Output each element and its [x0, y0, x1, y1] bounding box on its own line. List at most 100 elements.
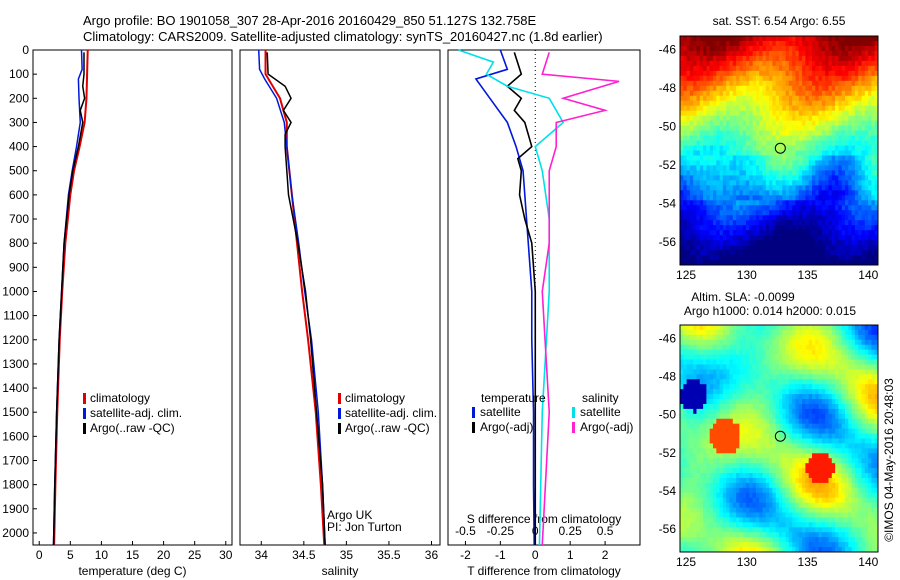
legend-swatch [472, 407, 475, 418]
x2-tick-label: 0.25 [559, 524, 583, 538]
x-tick-label: 2 [602, 548, 609, 562]
diff-line-3 [541, 52, 620, 546]
watermark: ©IMOS 04-May-2016 20:48:03 [882, 378, 896, 542]
diff-line-0 [474, 49, 536, 546]
x-tick-label: 10 [95, 548, 109, 562]
x-tick-label: 35 [340, 548, 354, 562]
header-line1: Argo profile: BO 1901058_307 28-Apr-2016… [83, 13, 537, 28]
legend-swatch [338, 408, 341, 419]
legend-label-diff-3: Argo(-adj) [580, 420, 633, 434]
x-tick-label: 35.5 [377, 548, 401, 562]
legend-label-t-2: Argo(..raw -QC) [90, 421, 175, 435]
legend-label-diff-2: satellite [580, 405, 621, 419]
x-tick-label: 15 [126, 548, 140, 562]
y-tick-label: 1100 [3, 309, 29, 323]
map-x-tick-label: 135 [798, 268, 818, 282]
x-axis-label: salinity [322, 564, 359, 578]
legend-swatch [83, 423, 86, 434]
sst-map: 125 130 135 140 -46 -48 -50 -52 -54 -56 sat. SST: … [659, 14, 879, 282]
map-x-tick-label: 125 [676, 268, 696, 282]
legend-swatch [338, 393, 341, 404]
x-tick-label: 0 [532, 548, 539, 562]
sla-title1: Altim. SLA: -0.0099 [691, 290, 795, 304]
y-tick-label: 700 [9, 212, 29, 226]
argo-location-marker [774, 142, 786, 154]
x2-tick-label: -0.25 [487, 524, 515, 538]
y-tick-label: 600 [9, 188, 29, 202]
y-tick-label: 400 [9, 140, 29, 154]
y-tick-label: 800 [9, 236, 29, 250]
x-tick-label: 34 [255, 548, 269, 562]
panel-frame [239, 49, 441, 546]
x-axis-label: temperature (deg C) [78, 564, 186, 578]
x-tick-label: -2 [460, 548, 471, 562]
x-tick-label: 1 [567, 548, 574, 562]
y-tick-label: 200 [9, 91, 29, 105]
map-y-tick-label: -46 [659, 331, 677, 345]
credit-line2: PI: Jon Turton [327, 520, 402, 534]
x-tick-label: 5 [67, 548, 74, 562]
y-tick-label: 2000 [2, 526, 29, 540]
x2-tick-label: -0.5 [455, 524, 476, 538]
legend-label-s-2: Argo(..raw -QC) [345, 421, 430, 435]
map-y-tick-label: -56 [659, 522, 677, 536]
map-x-tick-label: 135 [798, 555, 818, 569]
x-tick-label: 34.5 [292, 548, 316, 562]
legend-swatch [83, 393, 86, 404]
map-y-tick-label: -50 [659, 119, 677, 133]
map-x-tick-label: 130 [737, 268, 757, 282]
legend-label-s-0: climatology [345, 391, 405, 405]
map-y-tick-label: -56 [659, 235, 677, 249]
series-line-satelliteadj [52, 49, 83, 546]
series-line-argoraw [266, 52, 326, 546]
sla-field [680, 325, 879, 553]
legend-swatch [572, 407, 575, 418]
y-tick-label: 1800 [2, 478, 29, 492]
sla-map: 125 130 135 140 -46 -48 -50 -52 -54 -56 Altim. SLA… [659, 290, 879, 569]
y-tick-label: 300 [9, 115, 29, 129]
series-line-argoraw [52, 52, 86, 546]
y-tick-label: 1000 [2, 284, 29, 298]
map-y-tick-label: -52 [659, 446, 677, 460]
map-y-tick-label: -46 [659, 42, 677, 56]
map-x-tick-label: 140 [858, 555, 878, 569]
map-y-tick-label: -48 [659, 370, 677, 384]
y-tick-label: 100 [9, 67, 29, 81]
map-y-tick-label: -52 [659, 158, 677, 172]
x-axis-label: T difference from climatology [467, 564, 621, 578]
legend-swatch [472, 422, 475, 433]
credit-line1: Argo UK [327, 508, 372, 522]
y-tick-label: 1700 [2, 453, 29, 467]
series-line-satelliteadj [257, 49, 326, 546]
x-tick-label: 25 [188, 548, 202, 562]
argo-location-marker [774, 430, 786, 442]
legend-label-t-1: satellite-adj. clim. [90, 406, 182, 420]
legend-swatch [572, 422, 575, 433]
y-tick-label: 1900 [2, 502, 29, 516]
y-tick-label: 1600 [2, 429, 29, 443]
map-y-tick-label: -54 [659, 484, 677, 498]
y-tick-label: 1400 [2, 381, 29, 395]
x2-tick-label: 0.5 [597, 524, 614, 538]
legend-sal-head: salinity [582, 391, 619, 405]
sst-title: sat. SST: 6.54 Argo: 6.55 [713, 14, 846, 28]
map-y-tick-label: -48 [659, 81, 677, 95]
y-tick-label: 500 [9, 164, 29, 178]
header-line2: Climatology: CARS2009. Satellite-adjuste… [83, 29, 603, 44]
x-tick-label: -1 [495, 548, 506, 562]
x-tick-label: 0 [36, 548, 43, 562]
sla-title2: Argo h1000: 0.014 h2000: 0.015 [684, 304, 856, 318]
panel-frame [447, 49, 641, 546]
x-tick-label: 36 [425, 548, 439, 562]
diff-line-1 [506, 52, 537, 545]
y-tick-label: 900 [9, 260, 29, 274]
series-line-climatology [264, 50, 326, 546]
map-x-tick-label: 125 [676, 555, 696, 569]
map-x-tick-label: 130 [737, 555, 757, 569]
legend-label-diff-1: Argo(-adj) [480, 420, 533, 434]
profile-panel-2: 34 34.5 35 35.5 36 salinity climatologysatelli… [239, 49, 441, 578]
y-tick-label: 0 [22, 43, 29, 57]
legend-label-s-1: satellite-adj. clim. [345, 406, 437, 420]
